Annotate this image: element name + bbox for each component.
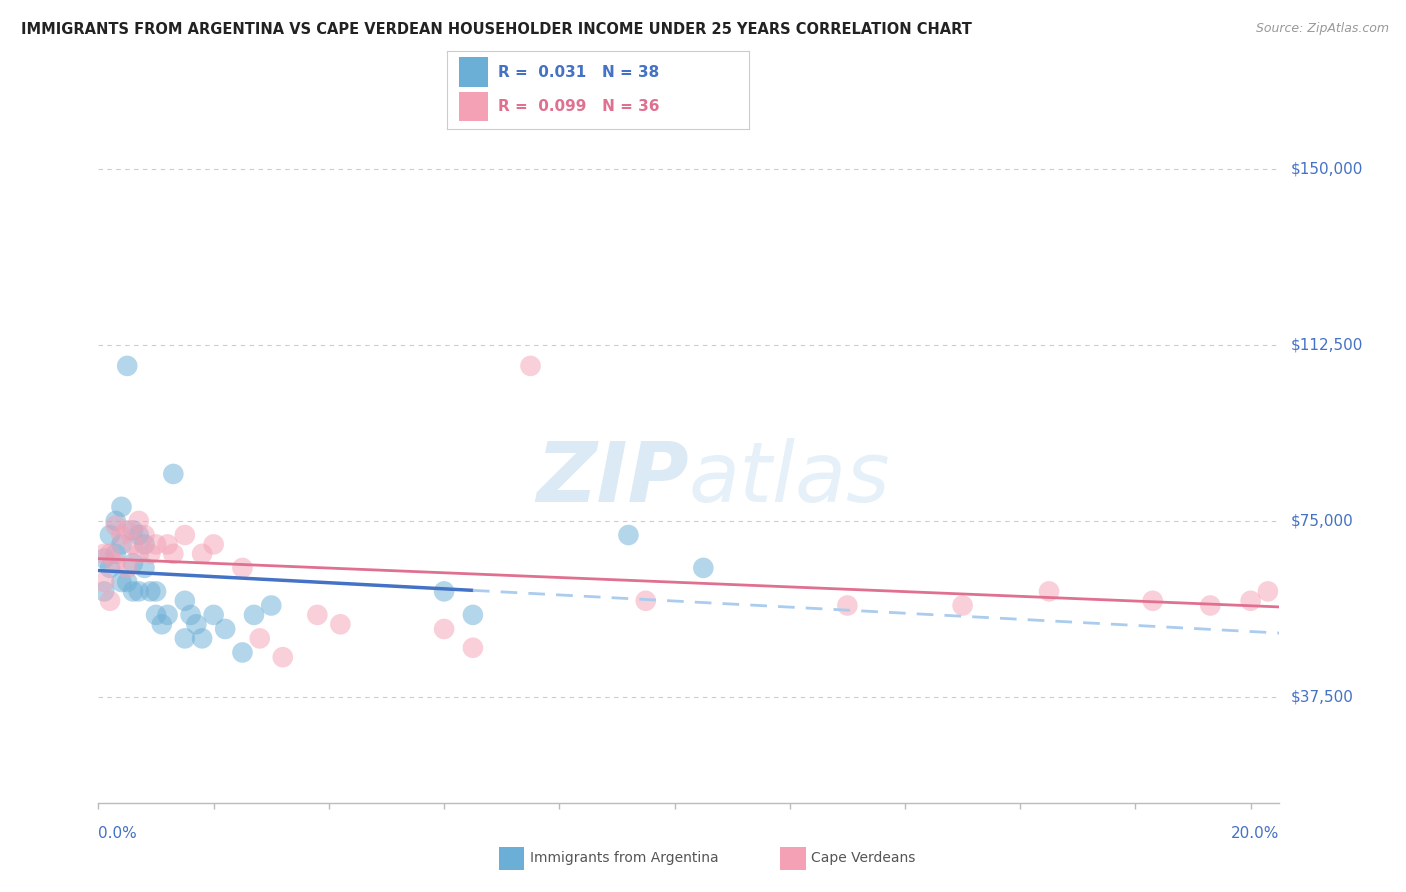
Text: atlas: atlas bbox=[689, 438, 890, 519]
Point bbox=[1038, 584, 1060, 599]
Text: 20.0%: 20.0% bbox=[1232, 826, 1279, 841]
Point bbox=[93, 551, 115, 566]
Point bbox=[433, 584, 456, 599]
Point bbox=[214, 622, 236, 636]
Text: Cape Verdeans: Cape Verdeans bbox=[811, 851, 915, 865]
Point bbox=[617, 528, 640, 542]
Text: R =  0.031   N = 38: R = 0.031 N = 38 bbox=[499, 65, 659, 80]
Point bbox=[104, 556, 127, 570]
Point bbox=[115, 574, 138, 589]
Point bbox=[134, 561, 156, 575]
Point bbox=[173, 528, 195, 542]
Point bbox=[110, 500, 132, 514]
Point bbox=[98, 594, 121, 608]
Point bbox=[191, 547, 214, 561]
Point bbox=[134, 537, 156, 551]
Text: 0.0%: 0.0% bbox=[98, 826, 138, 841]
Point bbox=[162, 547, 184, 561]
Point bbox=[104, 514, 127, 528]
Point bbox=[1257, 584, 1279, 599]
Point bbox=[519, 359, 541, 373]
Point bbox=[191, 632, 214, 646]
Point bbox=[134, 528, 156, 542]
Point bbox=[307, 607, 329, 622]
Point bbox=[145, 537, 167, 551]
Point bbox=[128, 514, 150, 528]
Point bbox=[173, 594, 195, 608]
Point bbox=[461, 607, 484, 622]
Point bbox=[271, 650, 294, 665]
Text: $37,500: $37,500 bbox=[1291, 690, 1354, 705]
Point bbox=[1142, 594, 1164, 608]
Point bbox=[122, 556, 145, 570]
Point bbox=[837, 599, 859, 613]
Point bbox=[115, 524, 138, 538]
Point bbox=[243, 607, 266, 622]
Point bbox=[93, 574, 115, 589]
Point bbox=[98, 561, 121, 575]
Text: Source: ZipAtlas.com: Source: ZipAtlas.com bbox=[1256, 22, 1389, 36]
Point bbox=[93, 547, 115, 561]
Point bbox=[260, 599, 283, 613]
Point bbox=[128, 528, 150, 542]
Point bbox=[156, 607, 179, 622]
Point bbox=[329, 617, 352, 632]
Point bbox=[98, 547, 121, 561]
Text: $150,000: $150,000 bbox=[1291, 161, 1362, 176]
Point bbox=[93, 584, 115, 599]
Point bbox=[139, 584, 162, 599]
Point bbox=[145, 607, 167, 622]
Point bbox=[231, 645, 253, 659]
Bar bbox=[460, 92, 488, 121]
Point bbox=[115, 561, 138, 575]
Bar bbox=[460, 57, 488, 87]
Point bbox=[173, 632, 195, 646]
Point bbox=[231, 561, 253, 575]
Point bbox=[202, 537, 225, 551]
Point bbox=[186, 617, 208, 632]
Point bbox=[115, 359, 138, 373]
Point bbox=[128, 547, 150, 561]
Point bbox=[104, 547, 127, 561]
Text: Immigrants from Argentina: Immigrants from Argentina bbox=[530, 851, 718, 865]
Point bbox=[634, 594, 657, 608]
Point bbox=[692, 561, 714, 575]
Point bbox=[202, 607, 225, 622]
Point bbox=[952, 599, 974, 613]
Point bbox=[162, 467, 184, 481]
Text: ZIP: ZIP bbox=[536, 438, 689, 519]
Text: R =  0.099   N = 36: R = 0.099 N = 36 bbox=[499, 99, 659, 114]
Point bbox=[110, 537, 132, 551]
Point bbox=[249, 632, 271, 646]
Point bbox=[122, 584, 145, 599]
Point bbox=[98, 528, 121, 542]
Point bbox=[128, 584, 150, 599]
Point bbox=[150, 617, 173, 632]
Point bbox=[180, 607, 202, 622]
Point bbox=[110, 528, 132, 542]
Point bbox=[104, 518, 127, 533]
Point bbox=[433, 622, 456, 636]
Point bbox=[110, 574, 132, 589]
Text: $75,000: $75,000 bbox=[1291, 514, 1354, 528]
Point bbox=[145, 584, 167, 599]
Text: $112,500: $112,500 bbox=[1291, 337, 1362, 352]
Point bbox=[461, 640, 484, 655]
Text: IMMIGRANTS FROM ARGENTINA VS CAPE VERDEAN HOUSEHOLDER INCOME UNDER 25 YEARS CORR: IMMIGRANTS FROM ARGENTINA VS CAPE VERDEA… bbox=[21, 22, 972, 37]
Point bbox=[156, 537, 179, 551]
Point bbox=[139, 547, 162, 561]
Point bbox=[1199, 599, 1222, 613]
Point bbox=[122, 524, 145, 538]
Point bbox=[122, 537, 145, 551]
Point bbox=[1240, 594, 1263, 608]
